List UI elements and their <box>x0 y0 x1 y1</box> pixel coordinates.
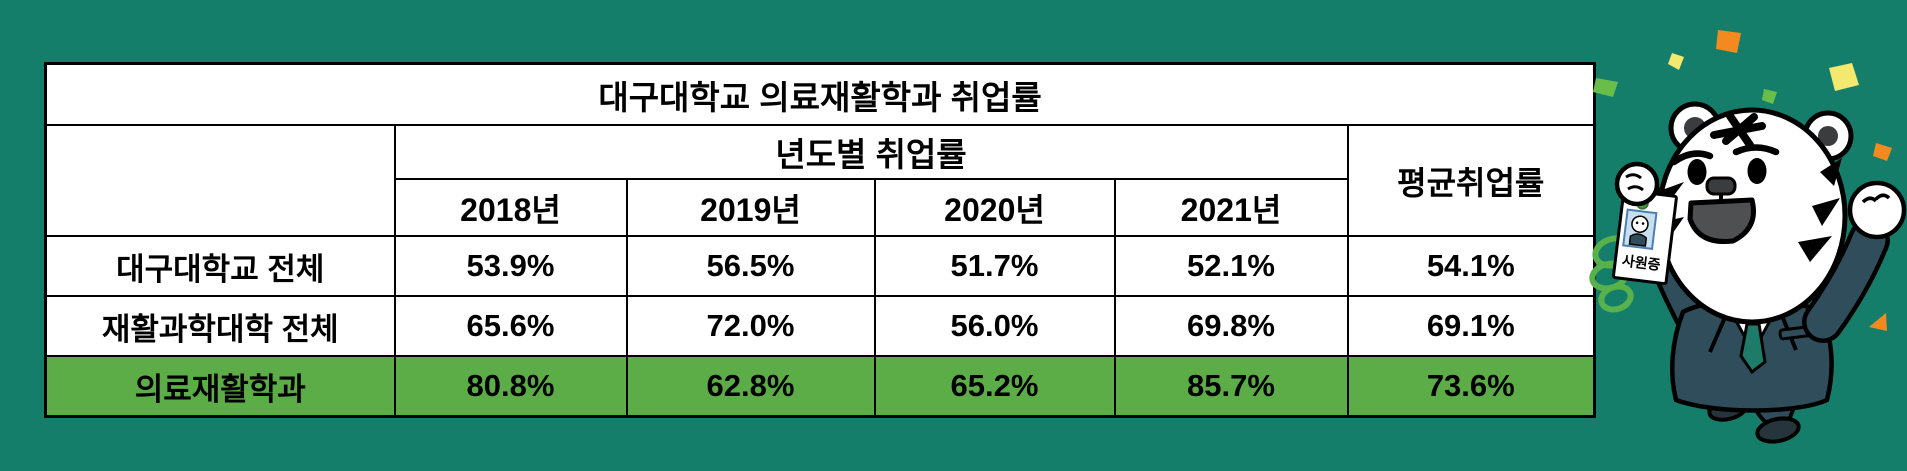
table-row-college-total: 재활과학대학 전체 65.6% 72.0% 56.0% 69.8% 69.1% <box>44 295 1596 357</box>
eyebrow <box>1670 150 1714 166</box>
corner-empty-cell <box>44 124 396 237</box>
row-label: 의료재활학과 <box>44 355 396 418</box>
row-label: 재활과학대학 전체 <box>44 295 396 357</box>
value-cell: 56.0% <box>873 295 1116 357</box>
value-cell: 69.1% <box>1346 295 1596 357</box>
forehead-mark <box>1710 112 1766 149</box>
confetti-pieces <box>1593 30 1892 331</box>
header-year-2021: 2021년 <box>1113 178 1349 237</box>
mascot-raised-arm <box>1802 180 1907 343</box>
mouth <box>1687 197 1756 245</box>
id-badge: 사원증 <box>1612 188 1678 286</box>
value-cell: 54.1% <box>1346 235 1596 297</box>
group-header-yearly-rate: 년도별 취업률 <box>393 124 1349 180</box>
eye <box>1687 159 1707 185</box>
value-cell: 62.8% <box>625 355 876 418</box>
eyebrow <box>1732 144 1780 156</box>
cheek-stripe <box>1812 198 1840 226</box>
table-group-header-row: 년도별 취업률 평균취업률 <box>44 124 1596 237</box>
header-average-rate: 평균취업률 <box>1346 124 1596 237</box>
header-year-2019: 2019년 <box>625 178 876 237</box>
employment-rate-table-board: 대구대학교 의료재활학과 취업률 년도별 취업률 평균취업률 2018년 201… <box>44 62 1597 418</box>
fist <box>1847 180 1907 240</box>
table-row-university-total: 대구대학교 전체 53.9% 56.5% 51.7% 52.1% 54.1% <box>44 235 1596 297</box>
value-cell: 85.7% <box>1113 355 1349 418</box>
cheek-stripe <box>1798 236 1832 262</box>
value-cell: 65.6% <box>393 295 628 357</box>
value-cell: 73.6% <box>1346 355 1596 418</box>
table-title: 대구대학교 의료재활학과 취업률 <box>44 62 1596 126</box>
shoe <box>1755 416 1801 444</box>
value-cell: 53.9% <box>393 235 628 297</box>
employment-rate-table: 대구대학교 의료재활학과 취업률 년도별 취업률 평균취업률 2018년 201… <box>44 62 1597 418</box>
table-row-department-highlighted: 의료재활학과 80.8% 62.8% 65.2% 85.7% 73.6% <box>44 355 1596 418</box>
value-cell: 80.8% <box>393 355 628 418</box>
value-cell: 52.1% <box>1113 235 1349 297</box>
value-cell: 51.7% <box>873 235 1116 297</box>
tiger-head <box>1656 107 1848 325</box>
badge-label: 사원증 <box>1621 252 1661 273</box>
nose <box>1705 176 1737 196</box>
value-cell: 69.8% <box>1113 295 1349 357</box>
tiger-mascot-illustration: 사원증 <box>1589 30 1907 444</box>
table-year-header-row: 2018년 2019년 2020년 2021년 <box>46 178 1595 237</box>
eye <box>1747 158 1767 184</box>
table-title-row: 대구대학교 의료재활학과 취업률 <box>44 62 1596 126</box>
value-cell: 65.2% <box>873 355 1116 418</box>
cheek-stripe <box>1820 158 1842 186</box>
header-year-2018: 2018년 <box>393 178 628 237</box>
value-cell: 56.5% <box>625 235 876 297</box>
header-year-2020: 2020년 <box>873 178 1116 237</box>
row-label: 대구대학교 전체 <box>44 235 396 297</box>
mascot-left-hand <box>1614 161 1660 207</box>
value-cell: 72.0% <box>625 295 876 357</box>
